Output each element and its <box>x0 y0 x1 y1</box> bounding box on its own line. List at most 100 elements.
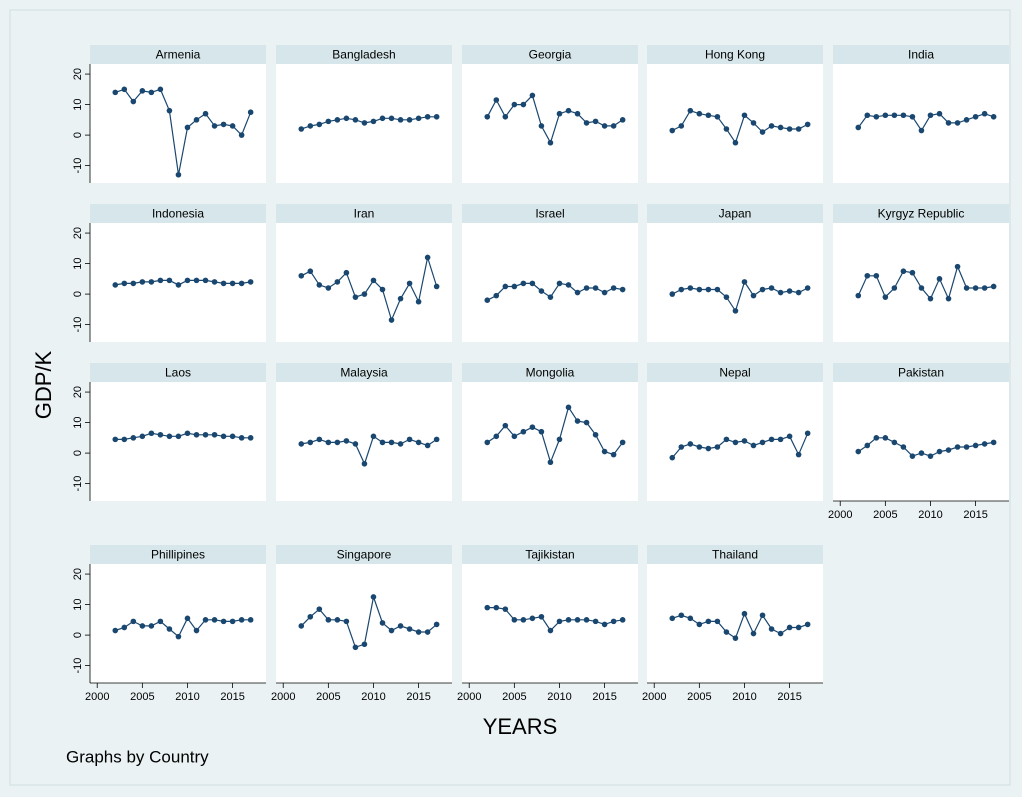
point <box>502 113 509 120</box>
point <box>972 442 979 449</box>
point <box>139 88 146 94</box>
plot-region <box>90 564 266 683</box>
point <box>307 123 314 129</box>
panel-title: Kyrgyz Republic <box>878 207 965 221</box>
point <box>705 286 712 293</box>
point <box>343 115 350 122</box>
point <box>220 433 227 440</box>
point <box>343 438 350 444</box>
point <box>361 120 368 126</box>
point <box>157 277 164 284</box>
strip <box>647 545 823 564</box>
point <box>592 118 599 125</box>
point <box>601 123 608 129</box>
point <box>768 285 775 291</box>
point <box>112 627 119 634</box>
point <box>334 439 341 446</box>
point <box>574 617 581 623</box>
point <box>520 617 527 623</box>
panel-title: Thailand <box>712 548 758 562</box>
point <box>406 117 413 123</box>
point <box>193 117 200 123</box>
point <box>511 283 518 290</box>
x-tick-label: 2010 <box>732 691 756 703</box>
y-tick-label: 20 <box>72 227 84 239</box>
point <box>610 451 617 458</box>
point <box>325 617 332 623</box>
point <box>981 285 988 291</box>
point <box>433 436 440 443</box>
x-tick-label: 2005 <box>873 509 897 521</box>
point <box>556 436 563 443</box>
point <box>873 435 880 441</box>
point <box>379 115 386 122</box>
strip <box>833 204 1009 223</box>
point <box>795 624 802 631</box>
point <box>229 618 236 625</box>
point <box>397 623 404 629</box>
point <box>406 280 413 287</box>
point <box>556 110 563 117</box>
strip <box>647 204 823 223</box>
x-axis-title: YEARS <box>483 714 558 739</box>
point <box>696 621 703 628</box>
x-tick-label: 2010 <box>918 509 942 521</box>
point <box>990 439 997 446</box>
point <box>484 439 491 446</box>
point <box>610 285 617 291</box>
x-tick-label: 2010 <box>361 691 385 703</box>
point <box>184 277 191 284</box>
point <box>112 436 119 443</box>
point <box>334 279 341 285</box>
point <box>900 268 907 275</box>
point <box>786 624 793 631</box>
point <box>583 285 590 291</box>
point <box>184 124 191 131</box>
point <box>529 92 536 99</box>
point <box>909 113 916 120</box>
point <box>732 439 739 446</box>
point <box>565 107 572 114</box>
y-tick-label: 20 <box>72 386 84 398</box>
point <box>786 433 793 440</box>
point <box>714 444 721 450</box>
series-line <box>301 116 437 130</box>
point <box>220 618 227 625</box>
series-line <box>486 94 624 145</box>
point <box>370 118 377 125</box>
point <box>166 626 173 632</box>
point <box>687 615 694 622</box>
series-line <box>115 617 251 638</box>
point <box>732 139 739 146</box>
strip <box>833 363 1009 382</box>
y-tick-label: -10 <box>72 658 84 674</box>
point <box>981 441 988 447</box>
point <box>502 283 509 290</box>
point <box>193 627 200 634</box>
point <box>529 424 536 430</box>
point <box>424 442 431 449</box>
point <box>669 127 676 134</box>
point <box>193 431 200 438</box>
point <box>493 604 500 611</box>
point <box>678 444 685 450</box>
point <box>166 277 173 284</box>
point <box>619 286 626 293</box>
point <box>298 441 305 447</box>
point <box>220 280 227 287</box>
x-tick-label: 2015 <box>406 691 430 703</box>
point <box>229 433 236 440</box>
point <box>484 604 491 611</box>
point <box>855 292 862 299</box>
point <box>511 101 518 108</box>
point <box>891 285 898 291</box>
point <box>972 285 979 291</box>
point <box>601 621 608 628</box>
point <box>112 89 119 96</box>
point <box>238 617 245 623</box>
point <box>945 447 952 453</box>
point <box>565 282 572 288</box>
point <box>388 115 395 122</box>
series-line <box>857 264 994 301</box>
plot-region <box>647 223 823 342</box>
